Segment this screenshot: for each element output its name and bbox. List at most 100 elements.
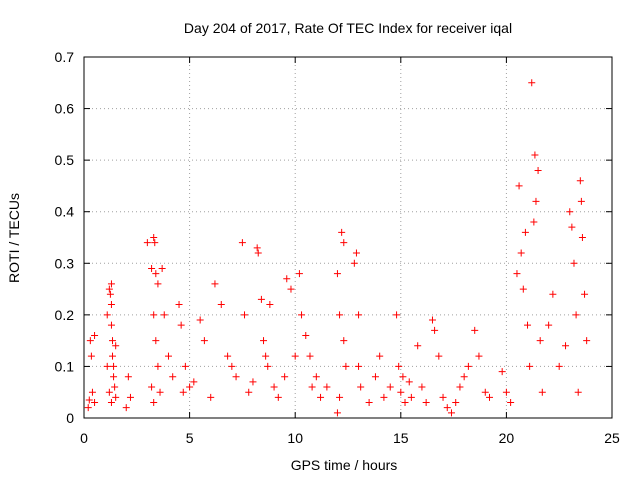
data-point: [486, 393, 494, 401]
data-point: [186, 383, 194, 391]
data-point: [524, 321, 532, 329]
data-point: [110, 373, 118, 381]
data-point: [152, 337, 160, 345]
data-point: [270, 383, 278, 391]
data-point: [534, 166, 542, 174]
data-point: [333, 270, 341, 278]
data-point: [200, 337, 208, 345]
data-point: [555, 362, 563, 370]
data-point: [150, 234, 158, 241]
data-point: [536, 337, 544, 345]
data-point: [526, 362, 534, 370]
data-point: [158, 264, 166, 272]
data-point: [84, 404, 92, 412]
data-point: [521, 228, 529, 236]
data-point: [566, 208, 574, 216]
data-point: [257, 295, 265, 303]
data-point: [232, 373, 240, 381]
data-point: [295, 270, 303, 278]
data-point: [283, 275, 291, 283]
x-tick-label: 5: [186, 430, 194, 446]
data-point: [298, 311, 306, 319]
y-tick-label: 0.7: [55, 49, 75, 65]
data-point: [249, 378, 257, 386]
data-point: [460, 373, 468, 381]
data-point: [107, 280, 115, 288]
data-point: [107, 321, 115, 329]
data-point: [103, 362, 111, 370]
data-point: [498, 368, 506, 376]
data-point: [111, 383, 119, 391]
data-point: [517, 249, 525, 257]
data-point: [365, 399, 373, 407]
data-point: [241, 311, 249, 319]
data-point: [148, 383, 156, 391]
data-point: [110, 362, 118, 370]
data-point: [340, 337, 348, 345]
data-point: [577, 197, 585, 205]
data-point: [405, 378, 413, 386]
data-point: [340, 239, 348, 247]
data-point: [386, 383, 394, 391]
data-point: [308, 383, 316, 391]
data-point: [245, 388, 253, 396]
data-point: [336, 393, 344, 401]
data-point: [164, 352, 172, 360]
data-point: [435, 352, 443, 360]
data-point: [333, 409, 341, 417]
data-point: [151, 239, 159, 247]
data-point: [572, 311, 580, 319]
x-axis-title: GPS time / hours: [291, 457, 398, 473]
data-point: [88, 388, 96, 396]
data-point: [568, 223, 576, 231]
data-point: [407, 393, 415, 401]
data-point: [530, 218, 538, 226]
data-point: [85, 396, 93, 404]
data-point: [481, 388, 489, 396]
data-point: [154, 362, 162, 370]
data-point: [302, 331, 310, 339]
data-point: [107, 301, 115, 309]
data-point: [224, 352, 232, 360]
data-point: [350, 259, 358, 267]
data-point: [576, 177, 584, 185]
data-point: [464, 362, 472, 370]
data-point: [103, 311, 111, 319]
data-point: [148, 264, 156, 272]
ticks-layer: 0 5 10 15 20 25 0 0.1 0.2 0.3 0.4 0.5 0.6 0.7: [55, 49, 620, 446]
y-tick-label: 0.2: [55, 307, 75, 323]
data-point: [109, 337, 117, 345]
data-point: [207, 393, 215, 401]
data-point: [181, 362, 189, 370]
data-point: [581, 290, 589, 298]
data-point: [338, 228, 346, 236]
data-point: [154, 280, 162, 288]
data-point: [393, 311, 401, 319]
x-tick-label: 20: [499, 430, 515, 446]
data-point: [177, 321, 185, 329]
data-point: [150, 311, 158, 319]
data-point: [91, 399, 99, 407]
data-point: [112, 393, 120, 401]
data-point: [211, 280, 219, 288]
data-point: [317, 393, 325, 401]
data-point: [156, 388, 164, 396]
data-point: [397, 388, 405, 396]
data-point: [287, 285, 295, 293]
data-point: [238, 239, 246, 247]
y-tick-label: 0.5: [55, 152, 75, 168]
y-tick-label: 0.4: [55, 204, 75, 220]
data-point: [291, 352, 299, 360]
data-point: [87, 352, 95, 360]
data-point: [160, 311, 168, 319]
data-point: [570, 259, 578, 267]
points-layer: [84, 79, 591, 417]
data-point: [532, 197, 540, 205]
y-tick-label: 0.6: [55, 101, 75, 117]
data-point: [86, 337, 94, 345]
data-point: [126, 393, 134, 401]
data-point: [260, 337, 268, 345]
data-point: [439, 393, 447, 401]
data-point: [105, 388, 113, 396]
